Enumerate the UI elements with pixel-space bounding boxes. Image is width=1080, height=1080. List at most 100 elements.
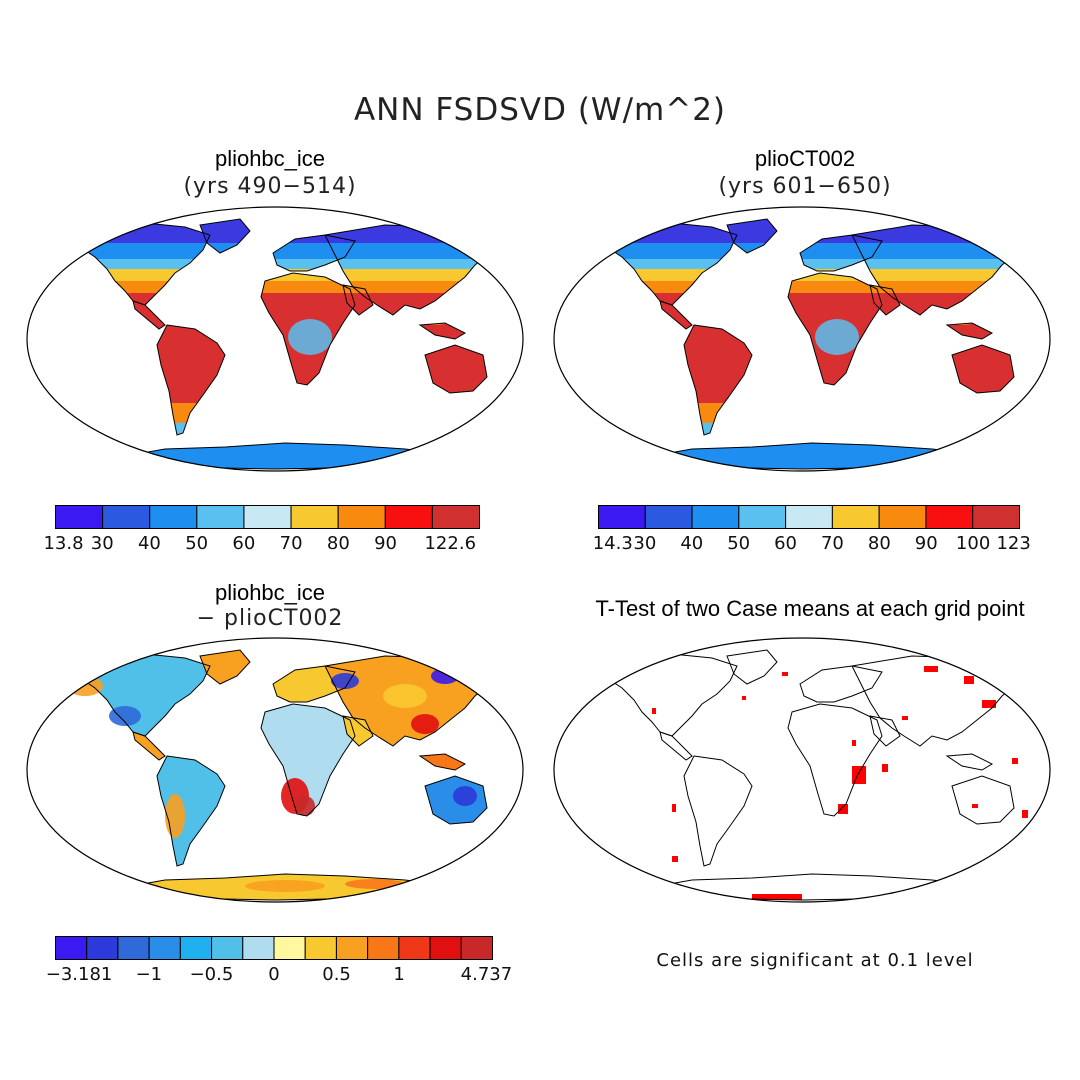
colorbar-bl-swatch xyxy=(460,936,493,960)
colorbar-tr-tick-label: 80 xyxy=(867,533,891,554)
significance-note: Cells are significant at 0.1 level xyxy=(656,950,974,971)
diff-blob xyxy=(345,879,405,889)
colorbar-tr-tick-label: 50 xyxy=(727,533,751,554)
map-layer xyxy=(27,207,523,471)
coastline-greenland xyxy=(199,649,251,685)
panel-subtitle-top-left: (yrs 490−514) xyxy=(183,174,357,199)
colorbar-tl-swatch xyxy=(196,505,245,529)
coastline-africa xyxy=(787,703,883,817)
coastline-europe xyxy=(272,665,356,703)
diff-blob xyxy=(383,684,427,708)
significant-cell xyxy=(1020,666,1030,672)
diff-land-centralAmerica xyxy=(133,732,165,760)
coastline-australia xyxy=(951,775,1015,825)
significant-cell xyxy=(838,804,848,814)
coastline-africa xyxy=(260,703,356,817)
congo-cool xyxy=(815,319,859,355)
colorbar-tl-swatch xyxy=(290,505,339,529)
diff-land-indonesia xyxy=(420,754,465,770)
significant-cell xyxy=(972,804,978,808)
colorbar-tr-tick-label: 60 xyxy=(774,533,797,554)
colorbar-tr-tick-label: 70 xyxy=(820,533,844,554)
diff-blob xyxy=(411,714,439,734)
coastline-northAmerica xyxy=(69,653,211,737)
coastline-indonesia xyxy=(418,753,467,771)
panel-title-top-left: pliohbc_ice xyxy=(214,146,326,171)
colorbar-tr-tick-label: 100 xyxy=(955,533,991,554)
congo-cool xyxy=(288,319,332,355)
colorbar-tl-swatch xyxy=(243,505,292,529)
diff-blob xyxy=(245,880,325,892)
significant-cell xyxy=(742,696,746,700)
diff-land-africa xyxy=(261,704,355,816)
colorbar-bl-swatch xyxy=(429,936,462,960)
colorbar-bl-swatch xyxy=(335,936,369,960)
coastline-greenland xyxy=(199,218,251,254)
coastline-arabia xyxy=(869,284,901,316)
significant-cell xyxy=(1012,758,1018,764)
coastline-northAmerica xyxy=(69,222,211,306)
figure-title: ANN FSDSVD (W/m^2) xyxy=(353,92,727,128)
colorbar-tr-swatch xyxy=(972,505,1020,529)
colorbar-tl-tick-label: 60 xyxy=(232,533,256,554)
significant-cell xyxy=(782,672,788,676)
map-border xyxy=(553,637,1051,903)
coastline-northAmerica xyxy=(596,653,738,737)
coastline-europe xyxy=(799,234,883,272)
map-border xyxy=(553,206,1051,472)
colorbar-bl-swatch xyxy=(148,936,181,960)
ttest-land-australia xyxy=(952,776,1014,824)
colorbar-tl-tick-label: 80 xyxy=(326,533,350,554)
ttest-land-southAmerica xyxy=(684,756,752,866)
coastline-europe xyxy=(799,665,883,703)
coastline-africa xyxy=(260,272,356,386)
colorbar-tl-tick-label: 122.6 xyxy=(424,533,477,554)
band-cool xyxy=(597,259,1017,269)
colorbar-top-left xyxy=(55,505,480,529)
colorbar-bl-tick-label: 4.737 xyxy=(460,964,513,985)
colorbar-tr-swatch xyxy=(925,505,974,529)
diff-land-arabia xyxy=(343,716,373,746)
significant-cell xyxy=(852,740,856,746)
ttest-land-centralAmerica xyxy=(660,732,692,760)
coastline-africa xyxy=(787,272,883,386)
ttest-land-arabia xyxy=(870,716,900,746)
colorbar-tr-tick-label: 123 xyxy=(996,533,1031,554)
colorbar-bl-swatch xyxy=(273,936,306,960)
coastline-southAmerica xyxy=(683,755,753,867)
colorbar-bl-swatch xyxy=(242,936,275,960)
map-layer xyxy=(27,638,523,902)
ttest-land-indonesia xyxy=(947,754,992,770)
map-border xyxy=(26,637,524,903)
ttest-land-greenland xyxy=(727,650,777,684)
diff-blob xyxy=(67,676,103,696)
coastline-australia xyxy=(424,775,488,825)
colorbar-bl-tick-label: 0 xyxy=(268,964,280,985)
coastline-greenland xyxy=(726,649,778,685)
colorbar-tr-swatch xyxy=(831,505,880,529)
coastline-southAmerica xyxy=(156,755,226,867)
colorbar-labels-bottom-left: −3.181 −1 −0.5 0 0.5 1 4.737 xyxy=(46,964,512,988)
coastline-centralAmerica xyxy=(132,731,166,761)
significant-cell xyxy=(648,892,654,896)
colorbar-bl-swatch xyxy=(398,936,431,960)
colorbar-bl-swatch xyxy=(304,936,337,960)
colorbar-tl-tick-label: 70 xyxy=(279,533,303,554)
colorbar-tl-tick-label: 30 xyxy=(90,533,114,554)
colorbar-tr-tick-label: 40 xyxy=(680,533,704,554)
coastline-southAmerica xyxy=(156,324,226,436)
diff-blob xyxy=(431,668,459,684)
panel-subtitle-top-right: (yrs 601−650) xyxy=(718,174,892,199)
band-subpolar xyxy=(597,243,1017,259)
coastline-arabia xyxy=(869,715,901,747)
significant-cell xyxy=(892,892,932,897)
band-cool xyxy=(70,259,490,269)
colorbar-bl-tick-label: 1 xyxy=(393,964,405,985)
coastline-northAmerica xyxy=(596,222,738,306)
colorbar-tr-swatch xyxy=(598,505,646,529)
colorbar-tr-swatch xyxy=(878,505,927,529)
colorbar-tl-swatch xyxy=(149,505,198,529)
diff-land-southAmerica xyxy=(157,756,225,866)
colorbar-tl-tick-label: 13.8 xyxy=(43,533,84,554)
colorbar-top-right xyxy=(598,505,1020,529)
